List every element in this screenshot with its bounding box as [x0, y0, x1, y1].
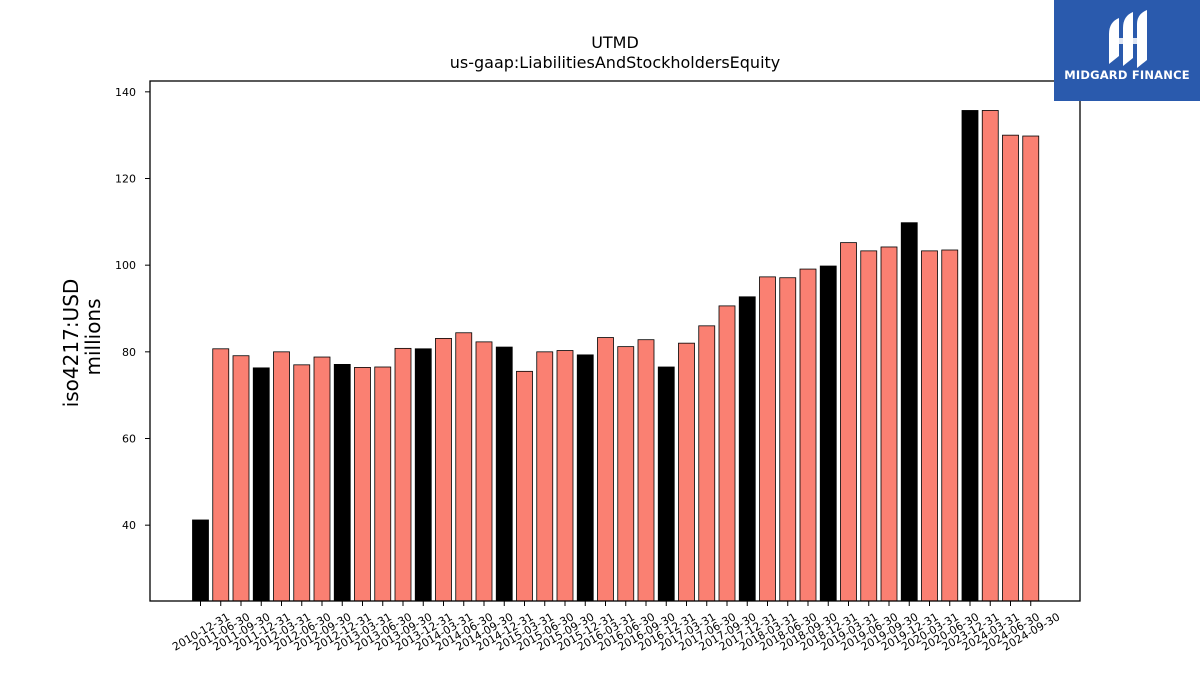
y-tick-label: 100 [115, 259, 136, 272]
bar-2014-03-31 [435, 337, 452, 602]
bar-2010-12-31 [192, 519, 209, 602]
x-axis: 2010-12-312011-06-302011-09-302011-12-31… [170, 601, 1062, 654]
bar-2024-06-30 [1002, 134, 1019, 602]
bar-2020-03-31 [921, 250, 938, 602]
bar-2012-09-30 [313, 356, 331, 602]
bar-2012-03-31 [273, 351, 290, 602]
y-tick-label: 60 [122, 433, 136, 446]
y-tick-label: 80 [122, 346, 136, 359]
bar-2016-06-30 [617, 346, 635, 602]
bar-2017-09-30 [718, 305, 736, 602]
bar-2014-09-30 [475, 341, 493, 602]
bar-2013-12-31 [414, 348, 432, 602]
bar-2011-09-30 [232, 355, 250, 602]
bar-2013-09-30 [394, 347, 412, 602]
y-tick-label: 140 [115, 86, 136, 99]
bar-2017-03-31 [678, 342, 695, 602]
chart-subtitle: us-gaap:LiabilitiesAndStockholdersEquity [450, 53, 781, 72]
bar-2016-03-31 [597, 337, 614, 602]
bar-2019-12-31 [900, 222, 918, 602]
bar-2018-06-30 [779, 277, 797, 602]
brand-name: MIDGARD FINANCE [1064, 68, 1190, 82]
bar-2013-03-31 [354, 367, 371, 602]
bar-2018-09-30 [799, 268, 817, 602]
bar-2015-03-31 [516, 370, 533, 602]
bar-2019-03-31 [840, 242, 857, 602]
brand-logo: MIDGARD FINANCE [1054, 0, 1200, 101]
bar-2015-06-30 [536, 351, 554, 602]
bar-2024-03-31 [981, 110, 999, 602]
midgard-logo-icon [1109, 10, 1147, 68]
bar-2016-12-31 [657, 366, 675, 602]
y-axis-label: iso4217:USD [59, 279, 83, 408]
bar-2014-12-31 [495, 346, 513, 602]
bar-2017-06-30 [698, 325, 716, 602]
bar-2016-09-30 [637, 339, 655, 602]
bar-2018-12-31 [819, 265, 837, 602]
bar-2012-06-30 [293, 364, 311, 602]
bar-2014-06-30 [455, 332, 473, 602]
bar-2011-12-31 [252, 367, 270, 602]
plot-frame [149, 80, 1081, 602]
bar-2020-06-30 [941, 249, 959, 602]
bar-2015-09-30 [556, 350, 574, 602]
bar-2018-03-31 [759, 276, 776, 602]
bar-2024-09-30 [1022, 135, 1040, 602]
y-tick-label: 40 [122, 519, 136, 532]
bar-2019-09-30 [880, 246, 898, 602]
y-axis: 40 60 80 100 120 140 [115, 86, 150, 532]
bar-2017-12-31 [738, 296, 756, 602]
bar-2012-12-31 [333, 363, 351, 602]
chart-title: UTMD [591, 33, 639, 52]
bar-2013-06-30 [374, 366, 392, 602]
y-axis-label-units: millions [81, 298, 105, 375]
bars-group [192, 110, 1040, 602]
y-tick-label: 120 [115, 173, 136, 186]
bar-2011-06-30 [212, 348, 230, 602]
bar-2019-06-30 [860, 250, 878, 602]
bar-2015-12-31 [576, 354, 594, 602]
bar-2023-12-31 [961, 110, 979, 602]
